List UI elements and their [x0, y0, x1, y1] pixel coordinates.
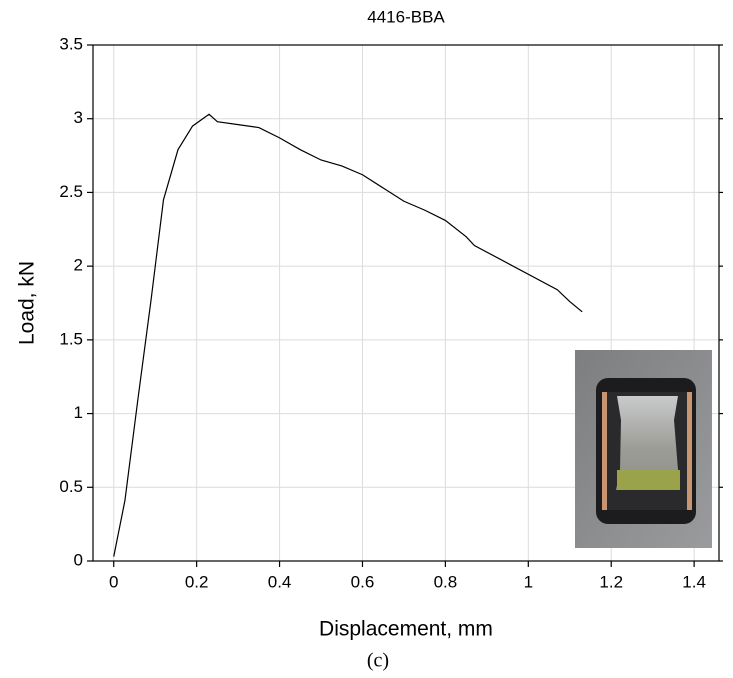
y-tick-label: 0.5	[59, 477, 83, 496]
y-tick-label: 3.5	[59, 34, 83, 53]
x-tick-label: 0.2	[185, 572, 209, 591]
y-tick-label: 0	[74, 550, 83, 569]
x-tick-label: 1	[524, 572, 533, 591]
x-tick-label: 0.4	[268, 572, 292, 591]
inset-photo	[575, 350, 712, 548]
y-axis-label: Load, kN	[16, 261, 39, 345]
y-tick-label: 2	[74, 256, 83, 275]
y-tick-label: 2.5	[59, 182, 83, 201]
y-tick-label: 1.5	[59, 329, 83, 348]
y-tick-label: 3	[74, 108, 83, 127]
x-tick-label: 1.2	[599, 572, 623, 591]
plot-frame	[92, 44, 720, 562]
caption: (c)	[367, 650, 389, 672]
photo-specimen	[616, 396, 680, 490]
y-tick-label: 1	[74, 403, 83, 422]
chart-title: 4416-BBA	[367, 7, 445, 26]
grid	[93, 44, 719, 562]
x-tick-label: 0.6	[351, 572, 375, 591]
plot-area	[113, 113, 583, 557]
x-tick-label: 0.8	[434, 572, 458, 591]
photo-fracture	[617, 470, 680, 490]
data-line	[113, 113, 583, 557]
x-axis-label: Displacement, mm	[319, 618, 493, 641]
x-tick-label: 0	[109, 572, 118, 591]
x-tick-label: 1.4	[682, 572, 706, 591]
